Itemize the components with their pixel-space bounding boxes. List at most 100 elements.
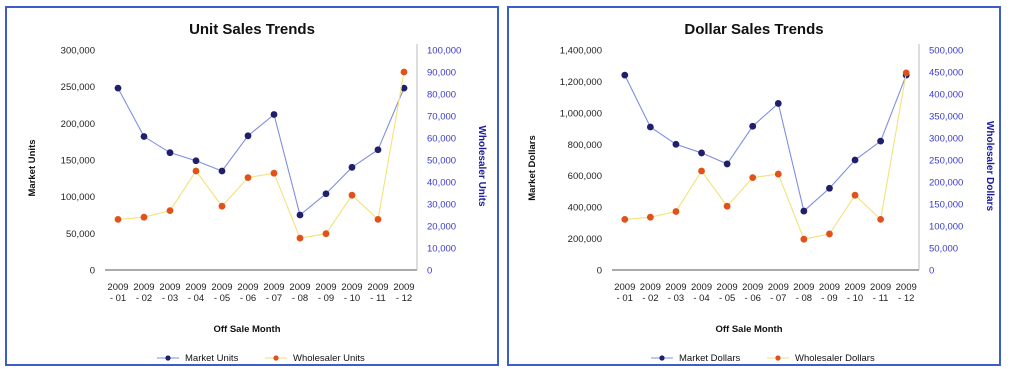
left-tick-label: 1,400,000 xyxy=(560,46,602,57)
unit-sales-chart: Unit Sales Trends Off Sale Month Market … xyxy=(27,21,487,364)
wholesaler-point xyxy=(723,202,731,210)
right-tick-label: 500,000 xyxy=(929,46,963,57)
right-tick-label: 70,000 xyxy=(427,112,456,123)
left-tick-label: 100,000 xyxy=(61,192,95,203)
legend-market-marker xyxy=(659,355,665,361)
market-point xyxy=(114,84,122,92)
left-tick-label: 150,000 xyxy=(61,156,95,167)
legend-wholesaler-marker xyxy=(273,355,279,361)
market-point xyxy=(749,122,757,130)
right-axis-title: Wholesaler Units xyxy=(476,125,487,207)
legend: Market Units Wholesaler Units xyxy=(157,353,365,364)
market-point xyxy=(296,211,304,219)
right-tick-label: 0 xyxy=(929,266,934,277)
legend-market-marker xyxy=(165,355,171,361)
right-tick-label: 0 xyxy=(427,266,432,277)
legend-wholesaler-label: Wholesaler Units xyxy=(293,353,365,364)
x-tick-label: 2009- 10 xyxy=(844,282,865,304)
market-point xyxy=(646,123,654,131)
x-tick-label: 2009- 09 xyxy=(819,282,840,304)
x-tick-label: 2009- 12 xyxy=(896,282,917,304)
market-point xyxy=(166,149,174,157)
right-tick-label: 40,000 xyxy=(427,178,456,189)
market-point xyxy=(723,160,731,168)
x-tick-label: 2009- 02 xyxy=(133,282,154,304)
right-tick-label: 350,000 xyxy=(929,112,963,123)
wholesaler-series-line xyxy=(117,71,405,239)
wholesaler-point xyxy=(646,213,654,221)
market-point xyxy=(322,190,330,198)
legend: Market Dollars Wholesaler Dollars xyxy=(651,353,875,364)
x-tick-label: 2009- 07 xyxy=(768,282,789,304)
market-point xyxy=(400,84,408,92)
market-point xyxy=(348,163,356,171)
x-tick-label: 2009- 12 xyxy=(393,282,414,304)
x-tick-label: 2009- 02 xyxy=(640,282,661,304)
market-series-line xyxy=(117,87,405,216)
legend-market-label: Market Units xyxy=(185,353,239,364)
left-tick-label: 200,000 xyxy=(568,234,602,245)
wholesaler-point xyxy=(374,216,382,223)
right-tick-label: 300,000 xyxy=(929,134,963,145)
right-tick-label: 60,000 xyxy=(427,134,456,145)
left-tick-label: 0 xyxy=(90,266,95,277)
market-point xyxy=(270,111,278,118)
x-tick-label: 2009- 06 xyxy=(237,282,258,304)
wholesaler-point xyxy=(270,169,278,177)
x-tick-label: 2009- 11 xyxy=(367,282,388,304)
x-tick-label: 2009- 04 xyxy=(185,282,206,304)
market-point xyxy=(140,133,148,140)
dollar-sales-chart-panel: Dollar Sales Trends Off Sale Month Marke… xyxy=(507,6,1001,366)
market-point xyxy=(374,146,382,154)
left-tick-label: 1,200,000 xyxy=(560,77,602,88)
right-tick-label: 50,000 xyxy=(929,244,958,255)
left-tick-label: 400,000 xyxy=(568,203,602,214)
right-tick-label: 250,000 xyxy=(929,156,963,167)
x-tick-label: 2009- 10 xyxy=(341,282,362,304)
left-axis-title: Market Dollars xyxy=(527,135,538,200)
legend-market-label: Market Dollars xyxy=(679,353,740,364)
wholesaler-point xyxy=(621,216,629,223)
right-tick-label: 10,000 xyxy=(427,244,456,255)
legend-wholesaler-marker xyxy=(775,355,781,361)
x-tick-label: 2009- 01 xyxy=(107,282,128,304)
x-axis-title: Off Sale Month xyxy=(213,324,280,335)
left-tick-label: 800,000 xyxy=(568,140,602,151)
wholesaler-point xyxy=(698,167,705,175)
plot-area: 0 200,000 400,000 600,000 800,000 1,000,000 1,… xyxy=(560,44,963,304)
market-point xyxy=(244,132,252,140)
left-tick-label: 600,000 xyxy=(568,171,602,182)
x-tick-label: 2009- 01 xyxy=(614,282,635,304)
market-point xyxy=(800,207,808,215)
wholesaler-point xyxy=(851,191,859,199)
x-tick-label: 2009- 03 xyxy=(665,282,686,304)
x-tick-label: 2009- 07 xyxy=(263,282,284,304)
right-tick-label: 50,000 xyxy=(427,156,456,167)
right-tick-label: 450,000 xyxy=(929,68,963,79)
x-tick-label: 2009- 09 xyxy=(315,282,336,304)
x-tick-label: 2009- 08 xyxy=(289,282,310,304)
left-tick-label: 0 xyxy=(597,266,602,277)
right-axis-title: Wholesaler Dollars xyxy=(984,121,995,211)
market-point xyxy=(672,140,680,148)
x-axis-title: Off Sale Month xyxy=(715,324,782,335)
wholesaler-point xyxy=(774,170,782,178)
left-tick-label: 200,000 xyxy=(61,119,95,130)
x-tick-label: 2009- 11 xyxy=(870,282,891,304)
wholesaler-point xyxy=(672,208,680,215)
wholesaler-point xyxy=(140,213,148,221)
wholesaler-point xyxy=(114,216,122,223)
market-series-line xyxy=(624,74,907,213)
wholesaler-point xyxy=(877,216,885,223)
market-point xyxy=(621,71,629,79)
market-point xyxy=(851,156,859,164)
market-point xyxy=(698,149,705,157)
left-tick-label: 300,000 xyxy=(61,46,95,57)
wholesaler-point xyxy=(192,167,200,175)
market-point xyxy=(774,100,782,107)
right-tick-label: 30,000 xyxy=(427,200,456,211)
wholesaler-point xyxy=(826,230,833,238)
wholesaler-series-line xyxy=(624,72,907,240)
market-point xyxy=(218,167,226,175)
dollar-sales-chart: Dollar Sales Trends Off Sale Month Marke… xyxy=(527,21,995,364)
